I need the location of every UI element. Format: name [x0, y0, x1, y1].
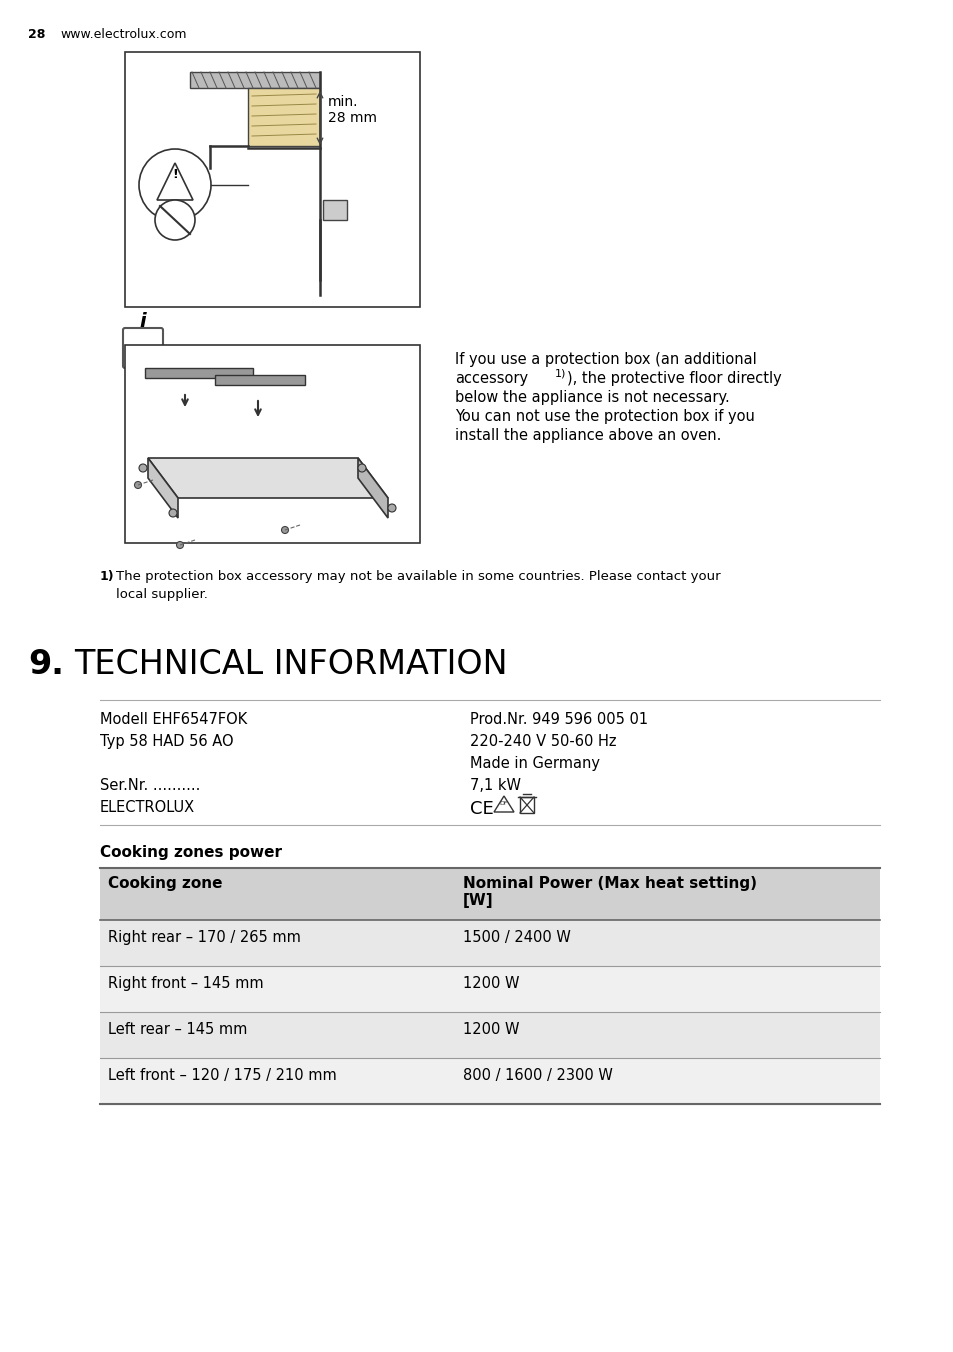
Text: ELECTROLUX: ELECTROLUX [100, 800, 195, 815]
Text: Typ 58 HAD 56 AO: Typ 58 HAD 56 AO [100, 734, 233, 749]
Text: below the appliance is not necessary.: below the appliance is not necessary. [455, 389, 729, 406]
Text: 1500 / 2400 W: 1500 / 2400 W [462, 930, 570, 945]
Circle shape [281, 526, 288, 534]
Text: 220-240 V 50-60 Hz: 220-240 V 50-60 Hz [470, 734, 616, 749]
Bar [190, 72, 319, 88]
Text: 28: 28 [28, 28, 46, 41]
Text: 1200 W: 1200 W [462, 1022, 519, 1037]
Text: 1200 W: 1200 W [462, 976, 519, 991]
Text: www.electrolux.com: www.electrolux.com [60, 28, 186, 41]
Text: TECHNICAL INFORMATION: TECHNICAL INFORMATION [74, 648, 507, 681]
Text: 9.: 9. [28, 648, 64, 681]
FancyBboxPatch shape [123, 329, 163, 368]
Text: If you use a protection box (an additional: If you use a protection box (an addition… [455, 352, 756, 366]
Bar [248, 88, 319, 146]
Bar [125, 345, 419, 544]
Text: Nominal Power (Max heat setting)
[W]: Nominal Power (Max heat setting) [W] [462, 876, 757, 909]
Text: The protection box accessory may not be available in some countries. Please cont: The protection box accessory may not be … [116, 571, 720, 583]
Text: local supplier.: local supplier. [116, 588, 208, 602]
Text: 800 / 1600 / 2300 W: 800 / 1600 / 2300 W [462, 1068, 612, 1083]
Polygon shape [148, 458, 178, 518]
Circle shape [169, 508, 177, 516]
Text: Right rear – 170 / 265 mm: Right rear – 170 / 265 mm [108, 930, 300, 945]
Bar [519, 796, 534, 813]
Text: Prod.Nr. 949 596 005 01: Prod.Nr. 949 596 005 01 [470, 713, 647, 727]
Text: Ser.Nr. ..........: Ser.Nr. .......... [100, 777, 200, 794]
Text: You can not use the protection box if you: You can not use the protection box if yo… [455, 410, 754, 425]
Bar [100, 868, 879, 919]
Bar [100, 965, 879, 1013]
Text: accessory: accessory [455, 370, 528, 387]
Circle shape [357, 464, 366, 472]
Bar [145, 368, 253, 379]
Circle shape [154, 200, 194, 241]
Circle shape [388, 504, 395, 512]
Text: Made in Germany: Made in Germany [470, 756, 599, 771]
Bar [100, 1059, 879, 1105]
Text: min.
28 mm: min. 28 mm [328, 95, 376, 126]
Bar [125, 51, 419, 307]
Text: 7,1 kW: 7,1 kW [470, 777, 520, 794]
Circle shape [139, 149, 211, 220]
Text: Modell EHF6547FOK: Modell EHF6547FOK [100, 713, 247, 727]
Polygon shape [357, 458, 388, 518]
Text: Left front – 120 / 175 / 210 mm: Left front – 120 / 175 / 210 mm [108, 1068, 336, 1083]
Bar [323, 200, 347, 220]
Text: !: ! [172, 168, 177, 181]
Circle shape [176, 542, 183, 549]
Text: DF: DF [499, 800, 508, 806]
Text: install the appliance above an oven.: install the appliance above an oven. [455, 429, 720, 443]
Circle shape [139, 464, 147, 472]
Text: Left rear – 145 mm: Left rear – 145 mm [108, 1022, 247, 1037]
Bar [100, 919, 879, 965]
Bar [100, 1013, 879, 1059]
Bar [214, 375, 305, 385]
Text: 1): 1) [100, 571, 114, 583]
Circle shape [134, 481, 141, 488]
Polygon shape [148, 458, 388, 498]
Text: 1): 1) [555, 368, 566, 379]
Text: ), the protective floor directly: ), the protective floor directly [566, 370, 781, 387]
Text: Right front – 145 mm: Right front – 145 mm [108, 976, 263, 991]
Text: i: i [139, 312, 146, 331]
Text: Cooking zones power: Cooking zones power [100, 845, 282, 860]
Text: CE: CE [470, 800, 494, 818]
Text: Cooking zone: Cooking zone [108, 876, 222, 891]
